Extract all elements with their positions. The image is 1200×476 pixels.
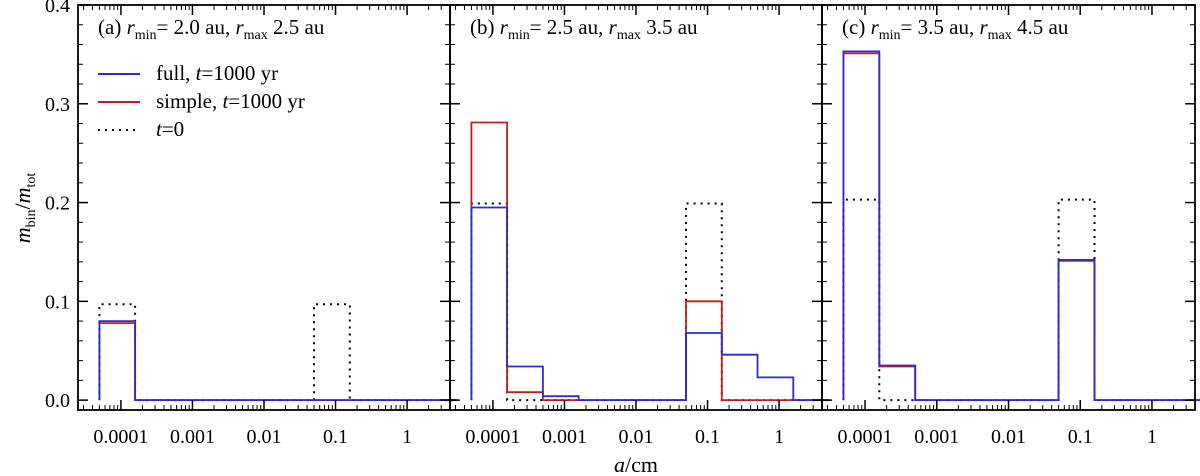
x-tick-label: 0.1 <box>323 426 348 448</box>
panel-title-sub-min: min <box>508 28 530 43</box>
series-simple-step-line <box>842 52 1200 401</box>
x-tick-label: 0.01 <box>619 426 654 448</box>
legend-label-pre: full, <box>156 61 196 85</box>
x-tick-label: 0.001 <box>170 426 215 448</box>
panel-title-eq1: = 3.5 au, <box>901 15 980 39</box>
x-tick-label: 0.0001 <box>838 426 893 448</box>
y-tick-label: 0.2 <box>45 193 70 215</box>
panel-title-r2: r <box>609 15 618 39</box>
panel-title: (a) rmin= 2.0 au, rmax 2.5 au <box>98 15 325 43</box>
series-initial-step-line <box>98 303 458 402</box>
series-initial-step-line <box>470 202 830 402</box>
x-tick-label: 0.1 <box>1068 426 1093 448</box>
series-full-step-line <box>98 320 458 401</box>
x-tick-label: 0.1 <box>695 426 720 448</box>
legend-label-t: t <box>223 89 230 113</box>
panel-title-r2: r <box>979 15 988 39</box>
y-axis-label-slash: / <box>10 203 35 210</box>
panel-title-sub-min: min <box>135 28 157 43</box>
x-tick-label: 0.0001 <box>93 426 148 448</box>
x-axis-label-unit: /cm <box>625 452 658 476</box>
series-full-step-line <box>842 50 1200 401</box>
x-axis-label-a: a <box>614 452 625 476</box>
panel-b: 0.0001 0.001 0.01 0.1 1(b) rmin= 2.5 au, rma… <box>449 4 830 448</box>
panel-title-eq1: = 2.0 au, <box>157 15 236 39</box>
y-axis-label-sub-tot: tot <box>24 173 39 188</box>
panel-title-sub-max: max <box>617 28 641 43</box>
panel-title-eq1: = 2.5 au, <box>530 15 609 39</box>
panel-title: (c) rmin= 3.5 au, rmax 4.5 au <box>842 15 1069 43</box>
panel-title-r2: r <box>235 15 244 39</box>
panel-title-prefix: (a) <box>98 15 127 39</box>
panel-title-r: r <box>871 15 880 39</box>
y-axis-label-m: m <box>10 227 35 243</box>
panel-title-eq2: 3.5 au <box>641 15 698 39</box>
panel-title-sub-max: max <box>988 28 1012 43</box>
panel-title-sub-max: max <box>244 28 268 43</box>
x-tick-label: 0.01 <box>247 426 282 448</box>
x-tick-label: 1 <box>1147 426 1157 448</box>
legend-label-t: t <box>156 117 163 141</box>
x-tick-label: 0.001 <box>542 426 587 448</box>
y-tick-label: 0.1 <box>45 291 70 313</box>
panel-a: 0.0001 0.001 0.01 0.1 1(a) rmin= 2.0 au, rma… <box>77 4 458 448</box>
legend-label-t: t <box>196 61 203 85</box>
x-tick-label: 0.0001 <box>465 426 520 448</box>
panel-title-prefix: (b) <box>470 15 500 39</box>
panel-frame <box>821 4 1196 411</box>
y-axis-label: mbin/mtot <box>10 173 39 244</box>
legend-label-2: t=0 <box>156 117 184 141</box>
y-axis-label-m2: m <box>10 187 35 203</box>
series-simple-step-line <box>98 322 458 401</box>
series-simple-step-line <box>470 121 830 401</box>
y-tick-label: 0.4 <box>45 0 70 17</box>
x-axis-label: a/cm <box>614 452 658 476</box>
x-tick-label: 1 <box>402 426 412 448</box>
x-tick-label: 1 <box>774 426 784 448</box>
x-tick-label: 0.01 <box>991 426 1026 448</box>
y-tick-label: 0.3 <box>45 94 70 116</box>
panel-c: 0.0001 0.001 0.01 0.1 1(c) rmin= 3.5 au, rma… <box>821 4 1200 448</box>
panel-title: (b) rmin= 2.5 au, rmax 3.5 au <box>470 15 698 43</box>
legend-label-post: =1000 yr <box>202 61 279 85</box>
legend-label-post: =1000 yr <box>228 89 305 113</box>
legend-label-1: simple, t=1000 yr <box>156 89 305 113</box>
panel-title-prefix: (c) <box>842 15 871 39</box>
panel-title-sub-min: min <box>879 28 901 43</box>
legend-label-0: full, t=1000 yr <box>156 61 278 85</box>
panel-title-eq2: 4.5 au <box>1012 15 1069 39</box>
series-full-step-line <box>470 206 830 401</box>
y-axis-label-sub-bin: bin <box>24 210 39 228</box>
panel-title-eq2: 2.5 au <box>268 15 325 39</box>
legend-label-pre: simple, <box>156 89 223 113</box>
legend-label-post: =0 <box>162 117 184 141</box>
panel-title-r: r <box>500 15 509 39</box>
series-initial-step-line <box>842 198 1200 402</box>
y-tick-label: 0.0 <box>45 390 70 412</box>
panel-title-r: r <box>127 15 136 39</box>
x-tick-label: 0.001 <box>914 426 959 448</box>
